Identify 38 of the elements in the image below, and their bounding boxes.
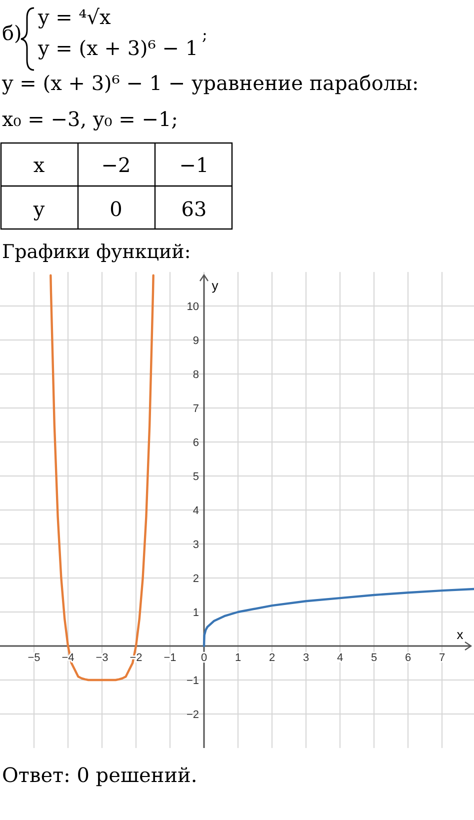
text: 63 bbox=[181, 197, 207, 221]
y-tick-label: 1 bbox=[192, 607, 199, 619]
text: Ответ: 0 решений. bbox=[2, 763, 198, 787]
text: y bbox=[32, 197, 46, 221]
x-tick-label: 2 bbox=[268, 652, 276, 664]
y-tick-label: −1 bbox=[186, 675, 199, 687]
y-tick-label: 4 bbox=[192, 505, 199, 517]
text: y = (x + 3)⁶ − 1 bbox=[37, 36, 198, 60]
y-tick-label: 5 bbox=[192, 471, 199, 483]
x-tick-label: −1 bbox=[164, 652, 176, 664]
y-tick-label: 7 bbox=[192, 403, 199, 415]
text: 0 bbox=[110, 197, 122, 221]
x-tick-label: −5 bbox=[28, 652, 40, 664]
x-axis-title: x bbox=[456, 627, 464, 642]
x-tick-label: 5 bbox=[370, 652, 378, 664]
y-tick-label: 9 bbox=[192, 335, 199, 347]
line-series bbox=[50, 274, 154, 682]
text: x₀ = −3, y₀ = −1; bbox=[2, 107, 178, 131]
x-tick-label: −3 bbox=[96, 652, 108, 664]
text: б) bbox=[2, 21, 22, 45]
x-tick-label: 4 bbox=[336, 652, 344, 664]
y-tick-label: 10 bbox=[186, 301, 199, 313]
y-tick-label: 2 bbox=[192, 573, 199, 585]
x-tick-label: 6 bbox=[404, 652, 412, 664]
text: y = ⁴√x bbox=[37, 5, 112, 29]
text: x bbox=[33, 153, 46, 177]
y-tick-label: 8 bbox=[192, 369, 199, 381]
x-tick-label: 1 bbox=[234, 652, 242, 664]
x-tick-label: 3 bbox=[302, 652, 310, 664]
y-tick-label: 3 bbox=[192, 539, 199, 551]
x-tick-label: 7 bbox=[438, 652, 446, 664]
y-axis-title: y bbox=[212, 278, 219, 293]
chart-title: Графики функций: bbox=[2, 241, 191, 263]
y-tick-label: 6 bbox=[192, 437, 199, 449]
y-tick-label: −2 bbox=[186, 709, 199, 721]
text: ; bbox=[202, 25, 208, 44]
text: −2 bbox=[101, 153, 131, 177]
text: y = (x + 3)⁶ − 1 − уравнение параболы: bbox=[1, 71, 419, 95]
